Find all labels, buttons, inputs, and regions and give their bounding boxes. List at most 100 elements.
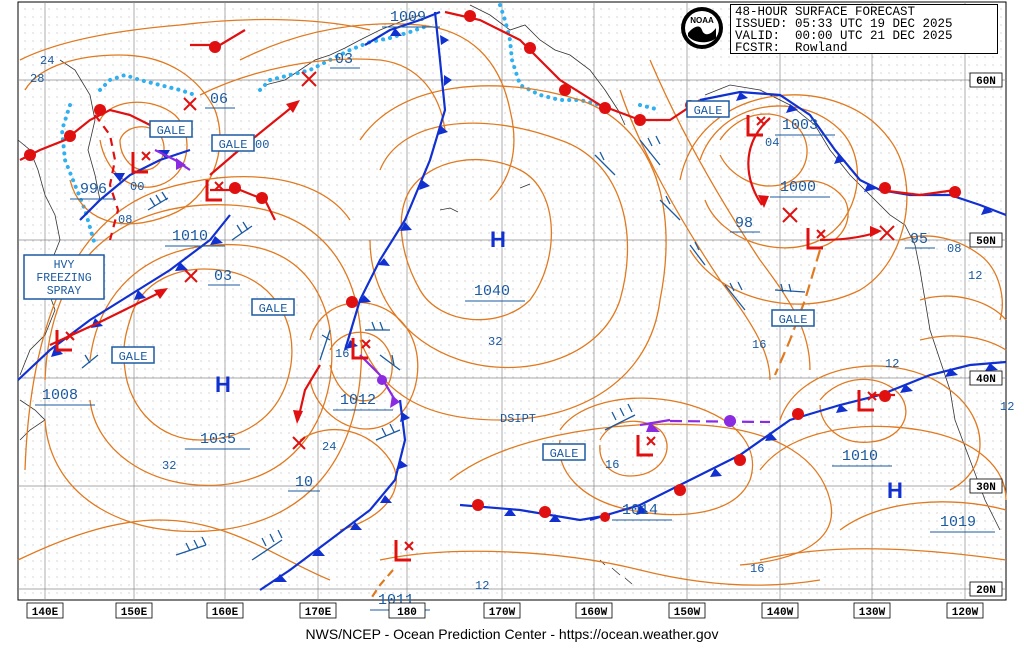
lon-label: 150E [121, 607, 148, 619]
dissipating-label: DSIPT [500, 412, 536, 426]
lon-label: 150W [674, 607, 701, 619]
occluded-pips [176, 158, 736, 432]
pressure-h-1040: 1040 [474, 283, 510, 300]
gale-box: GALE [251, 298, 295, 316]
isobar-label: 12 [475, 579, 489, 593]
past-position-labels: 03 06 03 00 98 95 04 10 [130, 51, 928, 491]
lat-label: 20N [976, 585, 996, 597]
pressure-labels: 1040 1035 1019 996 1010 1008 1012 1003 1… [42, 9, 976, 609]
svg-text:GALE: GALE [119, 350, 148, 364]
gale-box: GALE [111, 346, 155, 364]
lon-label: 180 [397, 607, 417, 619]
lon-label: 120W [952, 607, 979, 619]
x-marks [65, 71, 895, 551]
pressure-l-1010-e: 1010 [842, 448, 878, 465]
past-underlines [205, 67, 935, 492]
gale-box: GALE [542, 443, 586, 461]
isobar-label: 32 [488, 335, 502, 349]
isobar-label: 16 [605, 458, 619, 472]
pressure-l-1009: 1009 [390, 9, 426, 26]
pressure-l-996: 996 [80, 181, 107, 198]
pressure-h-1019: 1019 [940, 514, 976, 531]
past-pos-10: 10 [295, 474, 313, 491]
wind-barbs [81, 135, 806, 561]
isobar-labels: 24 28 08 00 32 32 16 24 16 16 12 12 08 1… [30, 54, 1014, 593]
isobar-label: 16 [752, 338, 766, 352]
spray-line-3: SPRAY [47, 285, 82, 298]
isobar-label: 12 [885, 357, 899, 371]
lon-label: 140E [32, 607, 59, 619]
isobar-label: 28 [30, 72, 44, 86]
forecast-title: 48-HOUR SURFACE FORECAST [735, 5, 916, 19]
svg-text:GALE: GALE [694, 104, 723, 118]
svg-text:GALE: GALE [157, 124, 186, 138]
low-symbols [55, 115, 874, 562]
isobar-label: 24 [322, 440, 336, 454]
pressure-l-1010-w: 1010 [172, 228, 208, 245]
pressure-l-1008: 1008 [42, 387, 78, 404]
past-pos-98: 98 [735, 215, 753, 232]
svg-text:GALE: GALE [550, 447, 579, 461]
lon-label: 170E [305, 607, 332, 619]
forecast-header: 48-HOUR SURFACE FORECAST ISSUED: 05:33 U… [730, 4, 998, 54]
occluded-fronts [154, 149, 671, 427]
gale-warnings: GALE GALE GALE GALE GALE GALE GALE [111, 100, 815, 461]
footer-credit: NWS/NCEP - Ocean Prediction Center - htt… [305, 626, 719, 642]
svg-text:GALE: GALE [259, 302, 288, 316]
warm-front-pips [24, 10, 961, 522]
isobars [17, 18, 1007, 586]
gale-box: GALE [149, 120, 193, 138]
isobar-label: 16 [750, 562, 764, 576]
lon-label: 160E [212, 607, 239, 619]
pressure-h-1035: 1035 [200, 431, 236, 448]
freezing-spray-box: HVY FREEZING SPRAY [23, 254, 105, 300]
svg-text:H: H [215, 372, 231, 397]
pressure-l-1003: 1003 [782, 117, 818, 134]
pressure-l-1014: 1014 [622, 502, 658, 519]
gale-box: GALE [771, 309, 815, 327]
pressure-l-1000: 1000 [780, 179, 816, 196]
lat-label: 60N [976, 76, 996, 88]
gale-box: GALE [211, 134, 255, 152]
noaa-logo: NOAA [681, 7, 723, 49]
svg-text:GALE: GALE [219, 138, 248, 152]
isobar-label: 00 [255, 138, 269, 152]
isobar-label: 12 [1000, 400, 1014, 414]
pressure-l-1012: 1012 [340, 392, 376, 409]
past-pos-04: 04 [765, 136, 779, 150]
lon-label: 140W [767, 607, 794, 619]
lon-label: 160W [581, 607, 608, 619]
latitude-labels: 60N 50N 40N 30N 20N [969, 72, 1003, 597]
past-pos-00: 00 [130, 180, 144, 194]
issued-time: ISSUED: 05:33 UTC 19 DEC 2025 [735, 17, 953, 31]
lat-label: 40N [976, 374, 996, 386]
isobar-label: 24 [40, 54, 54, 68]
past-pos-95: 95 [910, 231, 928, 248]
past-pos-06: 06 [210, 91, 228, 108]
valid-time: VALID: 00:00 UTC 21 DEC 2025 [735, 29, 953, 43]
lat-label: 30N [976, 482, 996, 494]
isobar-label: 16 [335, 347, 349, 361]
spray-line-2: FREEZING [36, 272, 91, 285]
svg-text:H: H [490, 227, 506, 252]
isobar-label: 08 [118, 213, 132, 227]
gale-box: GALE [686, 100, 730, 118]
lon-label: 170W [489, 607, 516, 619]
ice-edge [59, 3, 662, 247]
lon-label: 130W [859, 607, 886, 619]
pressure-underlines [35, 26, 995, 611]
isobar-label: 32 [162, 459, 176, 473]
spray-line-1: HVY [54, 259, 75, 272]
past-pos-03-s: 03 [214, 268, 232, 285]
svg-text:GALE: GALE [779, 313, 808, 327]
forecaster: FCSTR: Rowland [735, 41, 848, 55]
lat-label: 50N [976, 236, 996, 248]
isobar-label: 12 [968, 269, 982, 283]
longitude-labels: 140E 150E 160E 170E 180 170W 160W 150W 1… [26, 602, 984, 619]
past-pos-03-n: 03 [335, 51, 353, 68]
track-arrowheads [154, 100, 882, 424]
svg-text:H: H [887, 478, 903, 503]
high-symbols: H H H [215, 227, 903, 503]
noaa-logo-text: NOAA [690, 16, 714, 25]
